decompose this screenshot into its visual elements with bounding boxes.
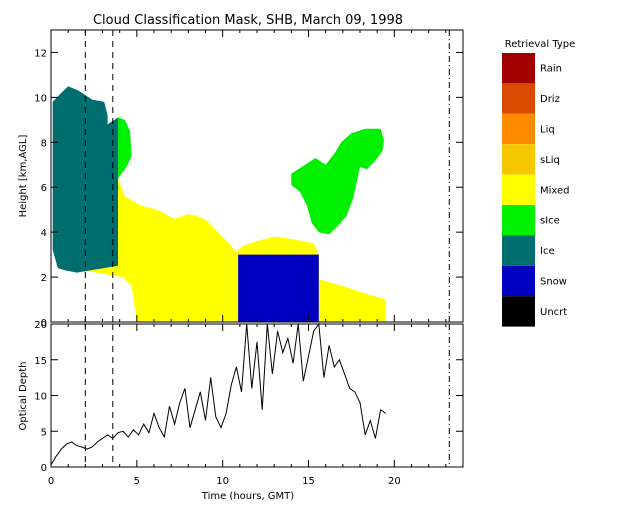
legend-swatch-snow bbox=[502, 265, 535, 297]
mask-y-tick-label: 6 bbox=[41, 183, 47, 194]
mask-region-ice-1 bbox=[52, 86, 119, 273]
legend-label-driz: Driz bbox=[540, 94, 560, 105]
legend-label-mixed: Mixed bbox=[540, 185, 570, 196]
legend-label-rain: Rain bbox=[540, 64, 562, 75]
mask-y-axis-label: Height [km,AGL] bbox=[18, 135, 29, 218]
legend-swatch-driz bbox=[502, 83, 535, 114]
optical-depth-y-axis-label: Optical Depth bbox=[18, 362, 29, 431]
legend-swatch-ice bbox=[502, 235, 535, 266]
legend-items: Rain Driz Liq sLiq Mixed sIce Ice Snow Uncrt bbox=[502, 53, 570, 327]
legend-label-liq: Liq bbox=[540, 125, 555, 136]
legend-label-uncrt: Uncrt bbox=[540, 307, 567, 318]
legend-label-ice: Ice bbox=[540, 246, 555, 257]
x-tick-label: 10 bbox=[216, 476, 229, 487]
x-tick-label: 15 bbox=[302, 476, 315, 487]
od-y-tick-label: 0 bbox=[41, 463, 47, 474]
od-y-tick-label: 5 bbox=[41, 427, 47, 438]
optical-depth-series-line bbox=[50, 322, 387, 466]
mask-y-tick-label: 4 bbox=[41, 228, 47, 239]
mask-y-tick-label: 8 bbox=[41, 138, 47, 149]
x-tick-label: 0 bbox=[48, 476, 54, 487]
legend-label-sice: sIce bbox=[540, 216, 560, 227]
od-y-tick-label: 15 bbox=[34, 356, 47, 367]
legend-swatch-liq bbox=[502, 113, 535, 145]
legend-label-snow: Snow bbox=[540, 277, 567, 288]
cloud-mask-plot bbox=[52, 30, 450, 322]
cloud-mask-axes: 0 2 4 6 8 10 12 bbox=[34, 29, 464, 329]
legend-swatch-rain bbox=[502, 53, 535, 84]
legend-swatch-mixed bbox=[502, 174, 535, 205]
mask-region-snow-4 bbox=[238, 254, 319, 322]
chart-title: Cloud Classification Mask, SHB, March 09… bbox=[93, 13, 403, 28]
x-tick-label: 20 bbox=[388, 476, 401, 487]
mask-region-sice-3 bbox=[291, 128, 384, 235]
mask-region-sice-2 bbox=[118, 117, 132, 179]
legend: Retrieval Type Rain Driz Liq sLiq Mixed sIce I… bbox=[502, 39, 575, 327]
mask-y-tick-label: 2 bbox=[41, 273, 47, 284]
legend-label-sliq: sLiq bbox=[540, 155, 560, 166]
mask-y-tick-label: 10 bbox=[34, 93, 47, 104]
od-y-tick-label: 20 bbox=[34, 320, 47, 331]
mask-y-tick-label: 0 bbox=[41, 318, 47, 329]
legend-swatch-uncrt bbox=[502, 296, 535, 327]
od-y-tick-label: 10 bbox=[34, 392, 47, 403]
x-axis-label: Time (hours, GMT) bbox=[201, 491, 295, 502]
x-tick-label: 5 bbox=[134, 476, 140, 487]
legend-swatch-sliq bbox=[502, 144, 535, 175]
mask-y-tick-label: 12 bbox=[34, 48, 47, 59]
optical-depth-plot bbox=[50, 322, 450, 467]
legend-swatch-sice bbox=[502, 205, 535, 236]
legend-title: Retrieval Type bbox=[505, 39, 576, 50]
